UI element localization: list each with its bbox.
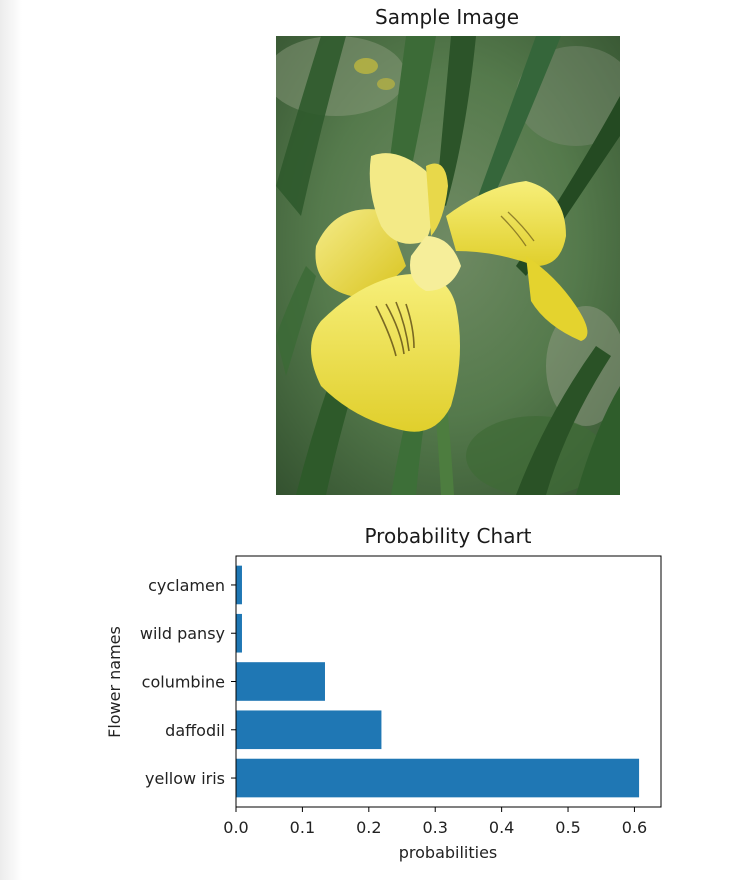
x-tick-label: 0.4: [489, 818, 514, 837]
bars-layer: [236, 565, 640, 798]
y-axis: yellow iris daffodil columbine wild pansy cy…: [140, 576, 236, 788]
x-tick-label: 0.6: [622, 818, 647, 837]
sample-image: [276, 36, 620, 495]
x-tick-label: 0.2: [356, 818, 381, 837]
x-tick-label: 0.1: [290, 818, 315, 837]
x-tick-label: 0.0: [223, 818, 248, 837]
y-tick-label: wild pansy: [140, 624, 225, 643]
y-tick-label: yellow iris: [145, 769, 225, 788]
y-tick-label: daffodil: [165, 721, 225, 740]
x-axis: 0.0 0.1 0.2 0.3 0.4 0.5 0.6: [223, 807, 647, 837]
x-tick-label: 0.5: [555, 818, 580, 837]
y-axis-label: Flower names: [105, 626, 124, 738]
bar-cyclamen: [236, 565, 242, 605]
left-gutter: [0, 0, 22, 880]
y-tick-label: columbine: [142, 673, 225, 692]
iris-flower-image: [276, 36, 620, 495]
y-tick-label: cyclamen: [148, 576, 225, 595]
bar-wild-pansy: [236, 613, 242, 653]
bar-columbine: [236, 662, 325, 701]
bar-yellow-iris: [236, 758, 640, 798]
x-axis-label: probabilities: [399, 843, 498, 862]
x-tick-label: 0.3: [422, 818, 447, 837]
chart-title: Probability Chart: [364, 524, 532, 548]
bar-daffodil: [236, 710, 382, 750]
sample-image-title: Sample Image: [375, 5, 519, 29]
